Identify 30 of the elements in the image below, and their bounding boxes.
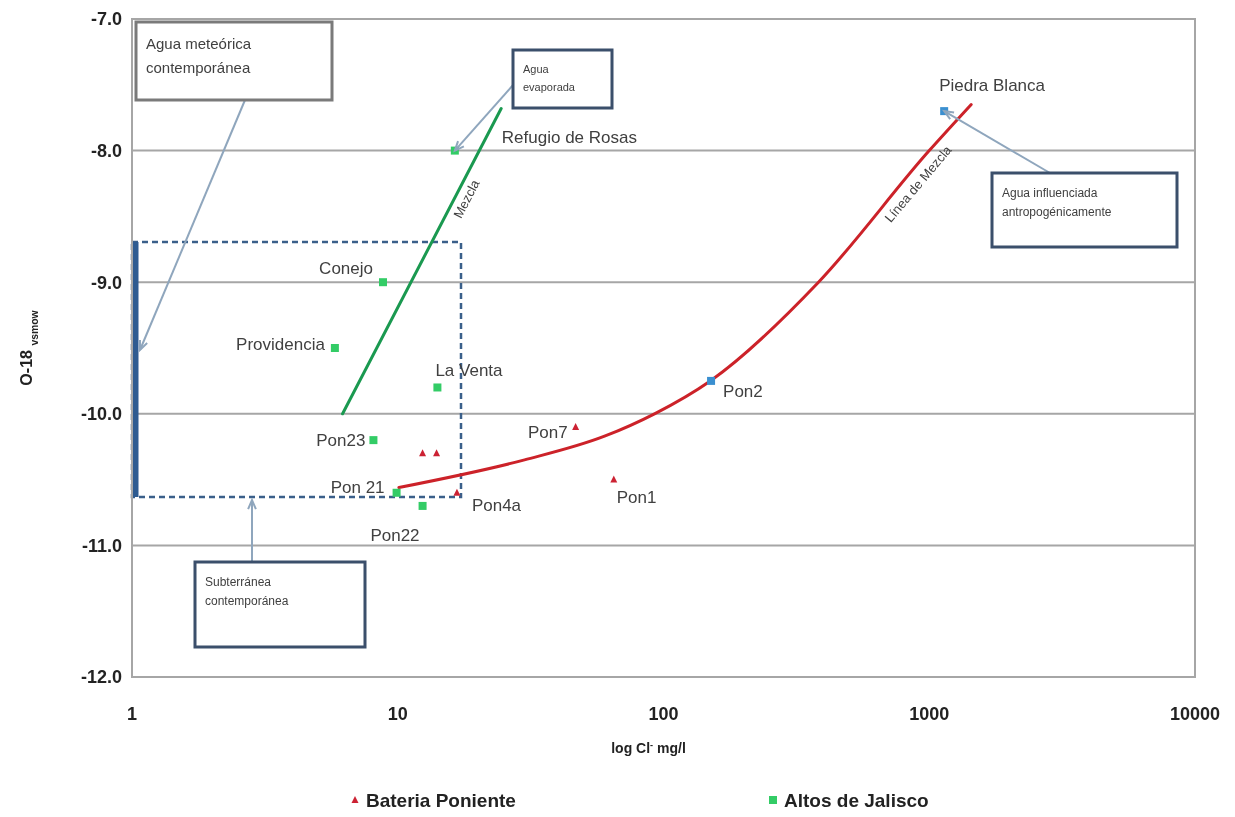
y-tick-label: -9.0: [90, 272, 122, 293]
x-tick-label: 10000: [1169, 704, 1221, 724]
y-tick-label: -8.0: [90, 140, 122, 161]
annotation: Conejo: [319, 259, 373, 279]
x-tick-label: 10: [387, 704, 408, 724]
annotation: Agua meteórica contemporánea: [146, 35, 252, 76]
annotation: Pon2: [723, 381, 763, 401]
x-tick-label: 100: [648, 704, 679, 724]
annotation: La Venta: [435, 361, 504, 381]
annotation: Pon22: [370, 525, 420, 545]
annotation: Pon1: [616, 487, 657, 507]
x-tick-label: 1000: [909, 704, 950, 724]
annotation: Agua influenciada antropogénicamente: [1002, 186, 1112, 220]
annotation: Pon23: [316, 431, 366, 451]
y-tick-label: -10.0: [80, 404, 122, 425]
legend-label: Altos de Jalisco: [784, 790, 929, 811]
annotation: Providencia: [236, 335, 326, 354]
y-tick-label: -11.0: [81, 535, 122, 556]
annotation: Pon4a: [471, 495, 522, 515]
annotation: Agua evaporada: [523, 63, 576, 93]
x-axis-title: log Cl$^{-}$ mg/l: [611, 740, 686, 756]
y-tick-label: -7.0: [90, 9, 122, 30]
y-tick-label: -12.0: [80, 667, 122, 688]
legend-label: Bateria Poniente: [366, 790, 516, 811]
annotation: Piedra Blanca: [939, 76, 1046, 96]
annotation: Subterránea contemporánea: [205, 575, 289, 609]
annotation: Refugio de Rosas: [501, 127, 637, 147]
annotation: Pon7: [527, 422, 568, 442]
annotation: Pon 21: [330, 477, 385, 497]
x-tick-label: 1: [126, 704, 138, 724]
